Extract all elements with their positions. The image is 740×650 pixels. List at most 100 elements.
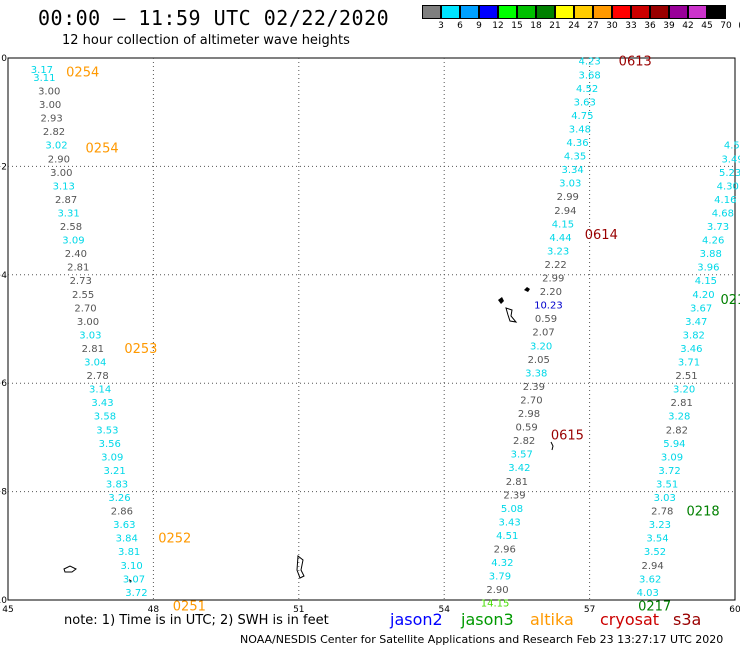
wave-height-value: 2.51 xyxy=(675,371,697,382)
wave-height-value: 5.94 xyxy=(663,439,685,450)
wave-height-value: 2.78 xyxy=(87,371,109,382)
satellite-label-s3a: s3a xyxy=(673,610,702,629)
pass-time-label: 0614 xyxy=(585,228,618,243)
wave-height-value: 2.90 xyxy=(486,585,508,596)
wave-height-value: 2.81 xyxy=(67,263,89,274)
wave-height-value: 4.68 xyxy=(712,208,734,219)
color-scale-label: 30 xyxy=(606,21,618,31)
wave-height-value: 2.99 xyxy=(557,192,579,203)
wave-height-value: 3.09 xyxy=(62,236,84,247)
color-scale-label: 18 xyxy=(530,21,542,31)
wave-height-value: 4.36 xyxy=(566,138,588,149)
wave-height-value: 2.40 xyxy=(65,249,87,260)
wave-height-value: 3.81 xyxy=(118,547,140,558)
wave-height-value: 3.71 xyxy=(678,358,700,369)
altimeter-tracks: 3.173.11 3.00 3.00 2.93 2.82 3.02 2.90 3.00 3.13… xyxy=(31,57,740,610)
satellite-label-jason3: jason3 xyxy=(461,610,514,629)
color-scale-swatch xyxy=(422,5,441,19)
wave-height-value: 3.03 xyxy=(559,179,581,190)
wave-height-value: 3.03 xyxy=(79,330,101,341)
wave-height-value: 3.56 xyxy=(99,439,121,450)
y-tick-label: −8 xyxy=(0,488,7,498)
wave-height-value: 3.84 xyxy=(116,534,138,545)
color-scale-label: (ft) xyxy=(735,21,740,31)
wave-height-value: 3.00 xyxy=(39,100,61,111)
wave-height-value: 3.03 xyxy=(654,493,676,504)
color-scale-swatch xyxy=(612,5,631,19)
wave-height-value: 3.57 xyxy=(511,450,533,461)
wave-height-value: 3.54 xyxy=(646,534,668,545)
wave-height-value: 2.87 xyxy=(55,195,77,206)
color-scale-label: 21 xyxy=(549,21,561,31)
wave-height-value: 3.00 xyxy=(50,168,72,179)
y-tick-label: −4 xyxy=(0,271,7,281)
wave-height-value: 5.23 xyxy=(719,168,740,179)
wave-height-value: 2.39 xyxy=(503,490,525,501)
wave-height-value: 3.09 xyxy=(101,452,123,463)
pass-time-label: 0218 xyxy=(687,505,720,520)
pass-time-label: 0254 xyxy=(66,66,99,81)
pass-time-label: 0613 xyxy=(619,55,652,70)
wave-height-value: 3.17 xyxy=(31,65,53,76)
color-scale-label: 39 xyxy=(663,21,675,31)
wave-height-value: 3.88 xyxy=(700,249,722,260)
wave-height-value: 2.39 xyxy=(523,382,545,393)
island-outline xyxy=(129,579,132,583)
color-scale-label: 15 xyxy=(511,21,523,31)
wave-height-value: 4.03 xyxy=(637,588,659,599)
color-scale-swatch xyxy=(688,5,707,19)
wave-height-value: 2.05 xyxy=(528,355,550,366)
wave-height-value: 2.81 xyxy=(671,398,693,409)
wave-height-value: 3.83 xyxy=(106,479,128,490)
color-scale-label: 36 xyxy=(644,21,656,31)
wave-height-value: 3.02 xyxy=(45,141,67,152)
wave-height-value: 2.86 xyxy=(111,507,133,518)
wave-height-value: 2.22 xyxy=(545,260,567,271)
wave-height-value: 2.70 xyxy=(520,395,542,406)
wave-height-value: 3.68 xyxy=(578,70,600,81)
wave-height-value: 2.99 xyxy=(542,274,564,285)
wave-height-value: 3.63 xyxy=(113,520,135,531)
pass-time-label: 0251 xyxy=(173,599,206,614)
wave-height-value: 3.47 xyxy=(685,317,707,328)
wave-height-value: 4.44 xyxy=(549,233,571,244)
wave-height-value: 3.31 xyxy=(57,208,79,219)
wave-height-value: 3.72 xyxy=(658,466,680,477)
y-tick-label: −2 xyxy=(0,162,7,172)
wave-height-value: 3.26 xyxy=(108,493,130,504)
island-outline xyxy=(498,297,504,304)
wave-height-value: 3.49 xyxy=(721,154,740,165)
wave-height-value: 3.38 xyxy=(525,368,547,379)
wave-height-value: 4.52 xyxy=(576,84,598,95)
pass-time-label: 0254 xyxy=(86,141,119,156)
color-scale-swatch xyxy=(650,5,669,19)
wave-height-value: 4.15 xyxy=(552,219,574,230)
wave-height-value: 3.52 xyxy=(644,547,666,558)
satellite-label-cryosat: cryosat xyxy=(600,610,660,629)
wave-height-value: 3.04 xyxy=(84,358,106,369)
wave-height-value: 3.34 xyxy=(562,165,584,176)
color-scale-label: 12 xyxy=(492,21,504,31)
wave-height-value: 2.73 xyxy=(70,276,92,287)
wave-height-value: 4.32 xyxy=(491,558,513,569)
wave-height-value: 2.90 xyxy=(48,154,70,165)
wave-height-value: 2.82 xyxy=(666,425,688,436)
wave-height-value: 2.94 xyxy=(641,561,663,572)
satellite-label-altika: altika xyxy=(530,610,574,629)
color-scale-label: 70 xyxy=(720,21,732,31)
pass-time-label: 0252 xyxy=(158,532,191,547)
wave-height-value: 3.67 xyxy=(690,303,712,314)
x-tick-label: 54 xyxy=(438,605,450,615)
color-scale-swatch xyxy=(441,5,460,19)
wave-height-value: 4.20 xyxy=(692,290,714,301)
wave-height-value: 2.81 xyxy=(82,344,104,355)
color-scale-swatch xyxy=(669,5,688,19)
x-tick-label: 45 xyxy=(2,605,13,615)
map-grid xyxy=(8,58,735,600)
pass-time-label: 0615 xyxy=(551,429,584,444)
wave-height-value: 3.14 xyxy=(89,385,111,396)
wave-height-value: 3.28 xyxy=(668,412,690,423)
color-scale-swatch xyxy=(631,5,650,19)
wave-height-value: 4.35 xyxy=(564,152,586,163)
color-scale-label: 42 xyxy=(682,21,694,31)
